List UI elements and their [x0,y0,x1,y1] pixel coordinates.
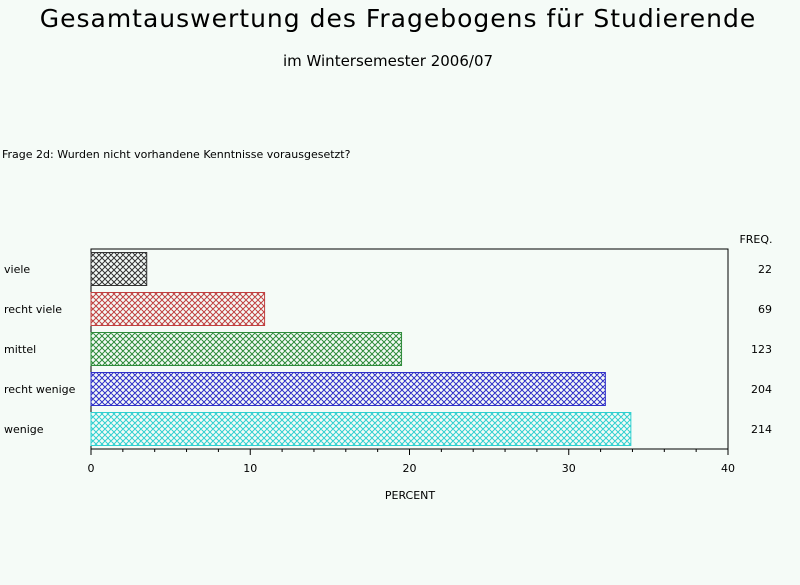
x-tick-label: 10 [243,462,257,475]
x-axis-label: PERCENT [385,489,436,502]
freq-value: 22 [758,263,772,276]
freq-value: 214 [751,423,772,436]
category-label: mittel [4,343,36,356]
category-label: recht wenige [4,383,76,396]
question-label: Frage 2d: Wurden nicht vorhandene Kenntn… [2,148,351,161]
category-label: wenige [4,423,44,436]
category-label: recht viele [4,303,62,316]
freq-value: 123 [751,343,772,356]
bar-recht-viele [90,292,266,326]
bar-recht-wenige [90,372,606,406]
page-title: Gesamtauswertung des Fragebogens für Stu… [39,4,757,33]
x-tick-label: 40 [721,462,735,475]
category-label: viele [4,263,30,276]
freq-value: 204 [751,383,772,396]
x-tick-label: 30 [562,462,576,475]
page-subtitle: im Wintersemester 2006/07 [282,52,494,70]
bar-viele [90,252,148,286]
bar-wenige [90,412,632,446]
freq-header: FREQ. [739,233,772,246]
x-tick-label: 0 [88,462,95,475]
freq-value: 69 [758,303,772,316]
bar-mittel [90,332,403,366]
x-tick-label: 20 [403,462,417,475]
